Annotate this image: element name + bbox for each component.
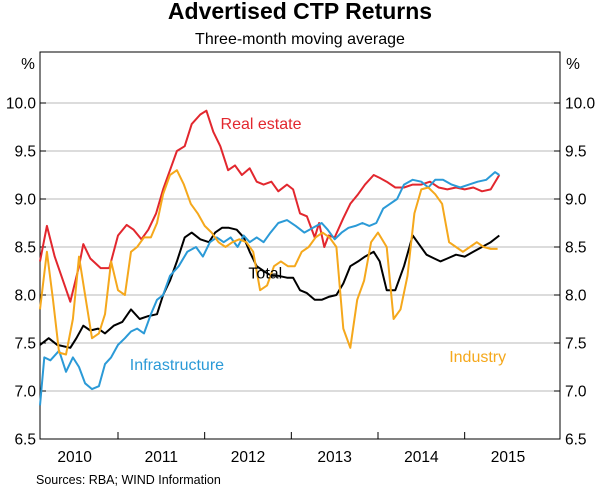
series-lines <box>39 109 501 406</box>
series-line-real-estate <box>39 109 501 303</box>
x-tick-label-2013: 2013 <box>317 449 351 466</box>
y-tick-label-right-7.0: 7.0 <box>565 384 587 401</box>
x-tick-label-2010: 2010 <box>57 449 92 466</box>
x-tick-label-2011: 2011 <box>145 449 178 466</box>
y-tick-label-right-8.5: 8.5 <box>565 240 587 257</box>
series-line-industry <box>39 169 498 356</box>
y-unit-right: % <box>566 56 580 73</box>
x-axis: 2010 2011 2012 2013 2014 2015 <box>57 432 525 466</box>
y-tick-label-left-7.5: 7.5 <box>14 336 36 353</box>
y-tick-label-left-9.0: 9.0 <box>14 192 36 209</box>
y-axis-left: 6.5 7.0 7.5 8.0 8.5 9.0 9.5 10.0 <box>6 96 46 449</box>
series-line-infrastructure <box>39 171 500 406</box>
series-labels: Real estate Total Infrastructure Industry <box>130 116 506 374</box>
y-tick-label-right-6.5: 6.5 <box>565 432 587 449</box>
y-axis-right: 6.5 7.0 7.5 8.0 8.5 9.0 9.5 10.0 <box>554 96 596 449</box>
y-tick-label-right-10.0: 10.0 <box>565 96 596 113</box>
y-tick-label-left-8.5: 8.5 <box>14 240 36 257</box>
y-tick-label-right-8.0: 8.0 <box>565 288 587 305</box>
series-label-infrastructure: Infrastructure <box>130 357 224 374</box>
y-tick-label-left-6.5: 6.5 <box>14 432 36 449</box>
y-unit-left: % <box>21 56 35 73</box>
y-tick-label-right-7.5: 7.5 <box>565 336 587 353</box>
chart-title: Advertised CTP Returns <box>168 0 432 24</box>
y-tick-label-left-8.0: 8.0 <box>14 288 36 305</box>
y-tick-label-right-9.0: 9.0 <box>565 192 587 209</box>
x-tick-label-2015: 2015 <box>491 449 525 466</box>
y-tick-label-left-7.0: 7.0 <box>14 384 36 401</box>
series-label-total: Total <box>248 266 282 283</box>
source-note: Sources: RBA; WIND Information <box>36 473 221 487</box>
gridlines <box>40 102 560 392</box>
y-tick-label-left-10.0: 10.0 <box>6 96 37 113</box>
series-label-industry: Industry <box>449 349 506 366</box>
y-tick-label-left-9.5: 9.5 <box>14 144 36 161</box>
plot-frame <box>39 51 561 440</box>
series-label-real-estate: Real estate <box>221 116 302 133</box>
x-tick-label-2012: 2012 <box>231 449 265 466</box>
x-tick-label-2014: 2014 <box>404 449 439 466</box>
chart-subtitle: Three-month moving average <box>195 31 405 48</box>
y-tick-label-right-9.5: 9.5 <box>565 144 587 161</box>
